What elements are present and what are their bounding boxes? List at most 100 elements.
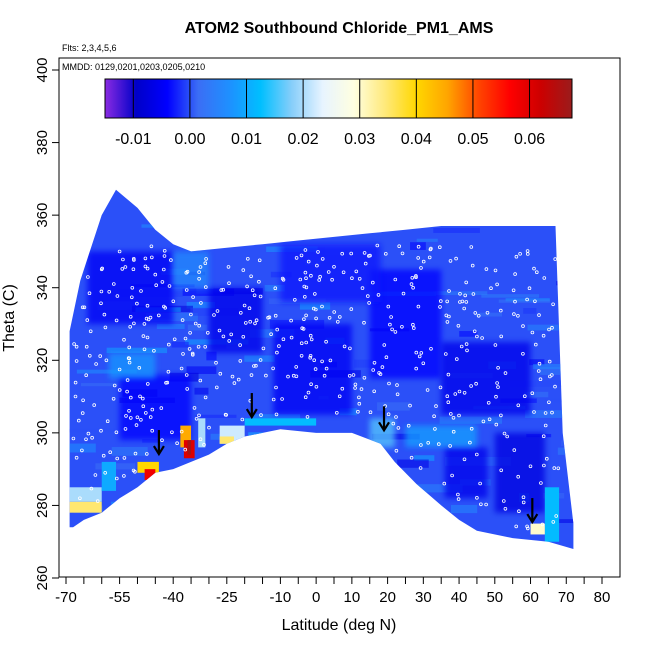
field-streak — [157, 532, 224, 536]
field-streak — [217, 496, 236, 504]
sample-point — [362, 375, 367, 380]
sample-point — [302, 294, 307, 299]
field-streak — [141, 224, 157, 228]
sample-point — [427, 255, 432, 260]
sample-point — [411, 285, 415, 290]
sample-point — [416, 304, 421, 309]
sample-point — [127, 408, 131, 413]
sample-point — [353, 386, 357, 390]
field-cell — [173, 251, 209, 288]
field-streak — [524, 391, 549, 398]
sample-point — [215, 385, 219, 390]
field-cell — [219, 436, 234, 444]
sample-point — [414, 275, 418, 280]
sample-point — [294, 365, 299, 369]
sample-point — [357, 276, 362, 281]
sample-point — [89, 486, 94, 491]
x-axis-label: Latitude (deg N) — [282, 617, 397, 634]
field-streak — [382, 509, 408, 513]
sample-point — [132, 321, 136, 326]
sample-point — [175, 441, 179, 446]
sample-point — [320, 304, 324, 309]
sample-point — [313, 367, 318, 371]
sample-point — [281, 277, 286, 282]
x-tick-label: -70 — [55, 589, 77, 606]
sample-point — [72, 342, 76, 346]
sample-point — [521, 351, 525, 356]
field-cell — [244, 418, 317, 426]
sample-point — [425, 388, 430, 392]
sample-point — [207, 425, 211, 430]
sample-point — [132, 258, 136, 262]
sample-point — [99, 289, 104, 294]
field-streak — [405, 546, 417, 549]
sample-point — [446, 400, 451, 405]
sample-point — [309, 337, 314, 342]
sample-point — [252, 293, 257, 298]
sample-point — [185, 387, 190, 391]
field-streak — [106, 347, 168, 354]
sample-point — [445, 299, 450, 304]
sample-point — [117, 388, 122, 392]
sample-point — [187, 347, 192, 351]
sample-point — [478, 481, 482, 486]
field-streak — [194, 387, 209, 395]
sample-point — [206, 330, 210, 335]
sample-point — [330, 277, 334, 282]
sample-point — [417, 354, 422, 359]
sample-point — [289, 318, 293, 323]
sample-point — [93, 473, 98, 477]
field-cell — [69, 487, 102, 502]
sample-point — [362, 320, 366, 325]
sample-point — [464, 342, 469, 346]
sample-point — [419, 443, 423, 447]
sample-point — [437, 245, 442, 250]
sample-point — [249, 373, 254, 377]
colorbar-border — [104, 78, 573, 119]
colorbar-tick-label: 0.04 — [401, 131, 432, 148]
sample-point — [530, 330, 535, 335]
sample-point — [410, 275, 415, 280]
sample-point — [239, 310, 243, 315]
field-streak — [226, 467, 268, 473]
sample-point — [550, 410, 554, 415]
sample-point — [547, 400, 551, 405]
sample-point — [122, 337, 126, 342]
sample-point — [127, 356, 132, 361]
sample-point — [334, 410, 339, 415]
sample-point — [394, 448, 399, 453]
field-streak — [112, 533, 148, 540]
sample-point — [226, 265, 231, 269]
sample-point — [84, 373, 88, 378]
sample-point — [217, 328, 222, 333]
field-streak — [523, 308, 537, 314]
sample-point — [141, 334, 146, 338]
field-cell — [405, 425, 477, 448]
sample-point — [309, 273, 313, 278]
sample-point — [159, 406, 164, 410]
sample-point — [516, 403, 521, 408]
sample-point — [501, 499, 506, 503]
sample-point — [78, 496, 82, 501]
field-streak — [554, 519, 574, 524]
sample-point — [387, 381, 391, 386]
sample-point — [516, 313, 520, 318]
field-cell — [369, 269, 442, 379]
sample-point — [122, 474, 126, 478]
sample-point — [393, 330, 398, 334]
sample-point — [318, 274, 322, 279]
sample-point — [128, 324, 133, 329]
sample-point — [241, 268, 246, 272]
field-streak — [262, 518, 305, 522]
colorbar-tick-label: 0.06 — [514, 131, 545, 148]
sample-point — [400, 251, 405, 256]
sample-point — [444, 313, 449, 318]
sample-point — [528, 464, 533, 469]
sample-point — [481, 419, 486, 424]
sample-point — [124, 414, 128, 418]
sample-point — [254, 363, 258, 368]
field-streak — [111, 447, 148, 456]
sample-point — [81, 398, 85, 403]
sample-point — [347, 373, 352, 378]
colorbar-tick-label: 0.01 — [231, 131, 262, 148]
